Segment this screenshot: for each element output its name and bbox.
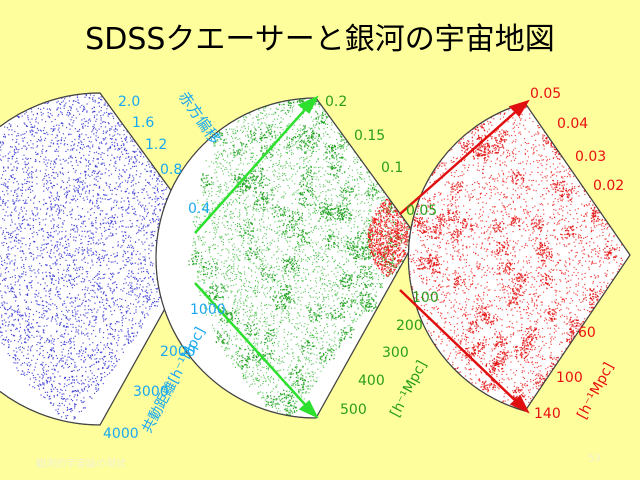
galaxy-distance-ticks: 100 200 300 400 500 [340, 290, 439, 418]
galaxy-distance-axis-label: [h⁻¹Mpc] [387, 358, 430, 420]
quasar-redshift-ticks: 2.0 1.6 1.2 0.8 0.4 [118, 94, 210, 217]
slide-footer: 観測的宇宙論の現状 [36, 459, 126, 470]
tick-label: 500 [340, 402, 367, 418]
tick-label: 60 [578, 325, 596, 341]
quasar-wedge [0, 92, 206, 426]
red-zoom-arrows [399, 99, 530, 414]
slide-title: SDSSクエーサーと銀河の宇宙地図 [85, 22, 555, 57]
quasar-distance-ticks: 1000 2000 3000 4000 [103, 302, 226, 442]
galaxy-wedge [155, 97, 418, 419]
redshift-axis-label: 赤方偏移 [175, 88, 224, 147]
tick-label: 2000 [160, 344, 196, 360]
tick-label: 0.8 [160, 162, 182, 178]
tick-label: 100 [556, 370, 583, 386]
tick-label: 0.15 [354, 128, 385, 144]
tick-label: 4000 [103, 426, 139, 442]
tick-label: 0.04 [557, 116, 588, 132]
tick-label: 0.02 [593, 178, 624, 194]
green-zoom-arrows [194, 95, 319, 419]
tick-label: 300 [382, 345, 409, 361]
galaxy-point-cloud [188, 98, 417, 418]
tick-label: 200 [396, 318, 423, 334]
zoom-distance-ticks: 60 100 140 [534, 325, 596, 422]
tick-label: 0.4 [188, 201, 210, 217]
tick-label: 1.2 [145, 137, 167, 153]
tick-label: 2.0 [118, 94, 140, 110]
tick-label: 0.05 [530, 86, 561, 102]
galaxy-redshift-ticks: 0.2 0.15 0.1 0.05 [325, 94, 437, 219]
tick-label: 0.03 [575, 149, 606, 165]
tick-label: 100 [412, 290, 439, 306]
zoom-redshift-ticks: 0.05 0.04 0.03 0.02 [530, 86, 624, 194]
tick-label: 1000 [190, 302, 226, 318]
tick-label: 0.1 [381, 160, 403, 176]
tick-label: 140 [534, 406, 561, 422]
tick-label: 400 [358, 373, 385, 389]
page-number: 53 [588, 453, 601, 464]
comoving-distance-axis-label: 共動距離[h⁻¹Mpc] [139, 324, 209, 436]
tick-label: 0.2 [325, 94, 347, 110]
quasar-point-cloud [0, 93, 205, 420]
tick-label: 3000 [133, 384, 169, 400]
tick-label: 1.6 [132, 115, 154, 131]
tick-label: 0.05 [406, 203, 437, 219]
